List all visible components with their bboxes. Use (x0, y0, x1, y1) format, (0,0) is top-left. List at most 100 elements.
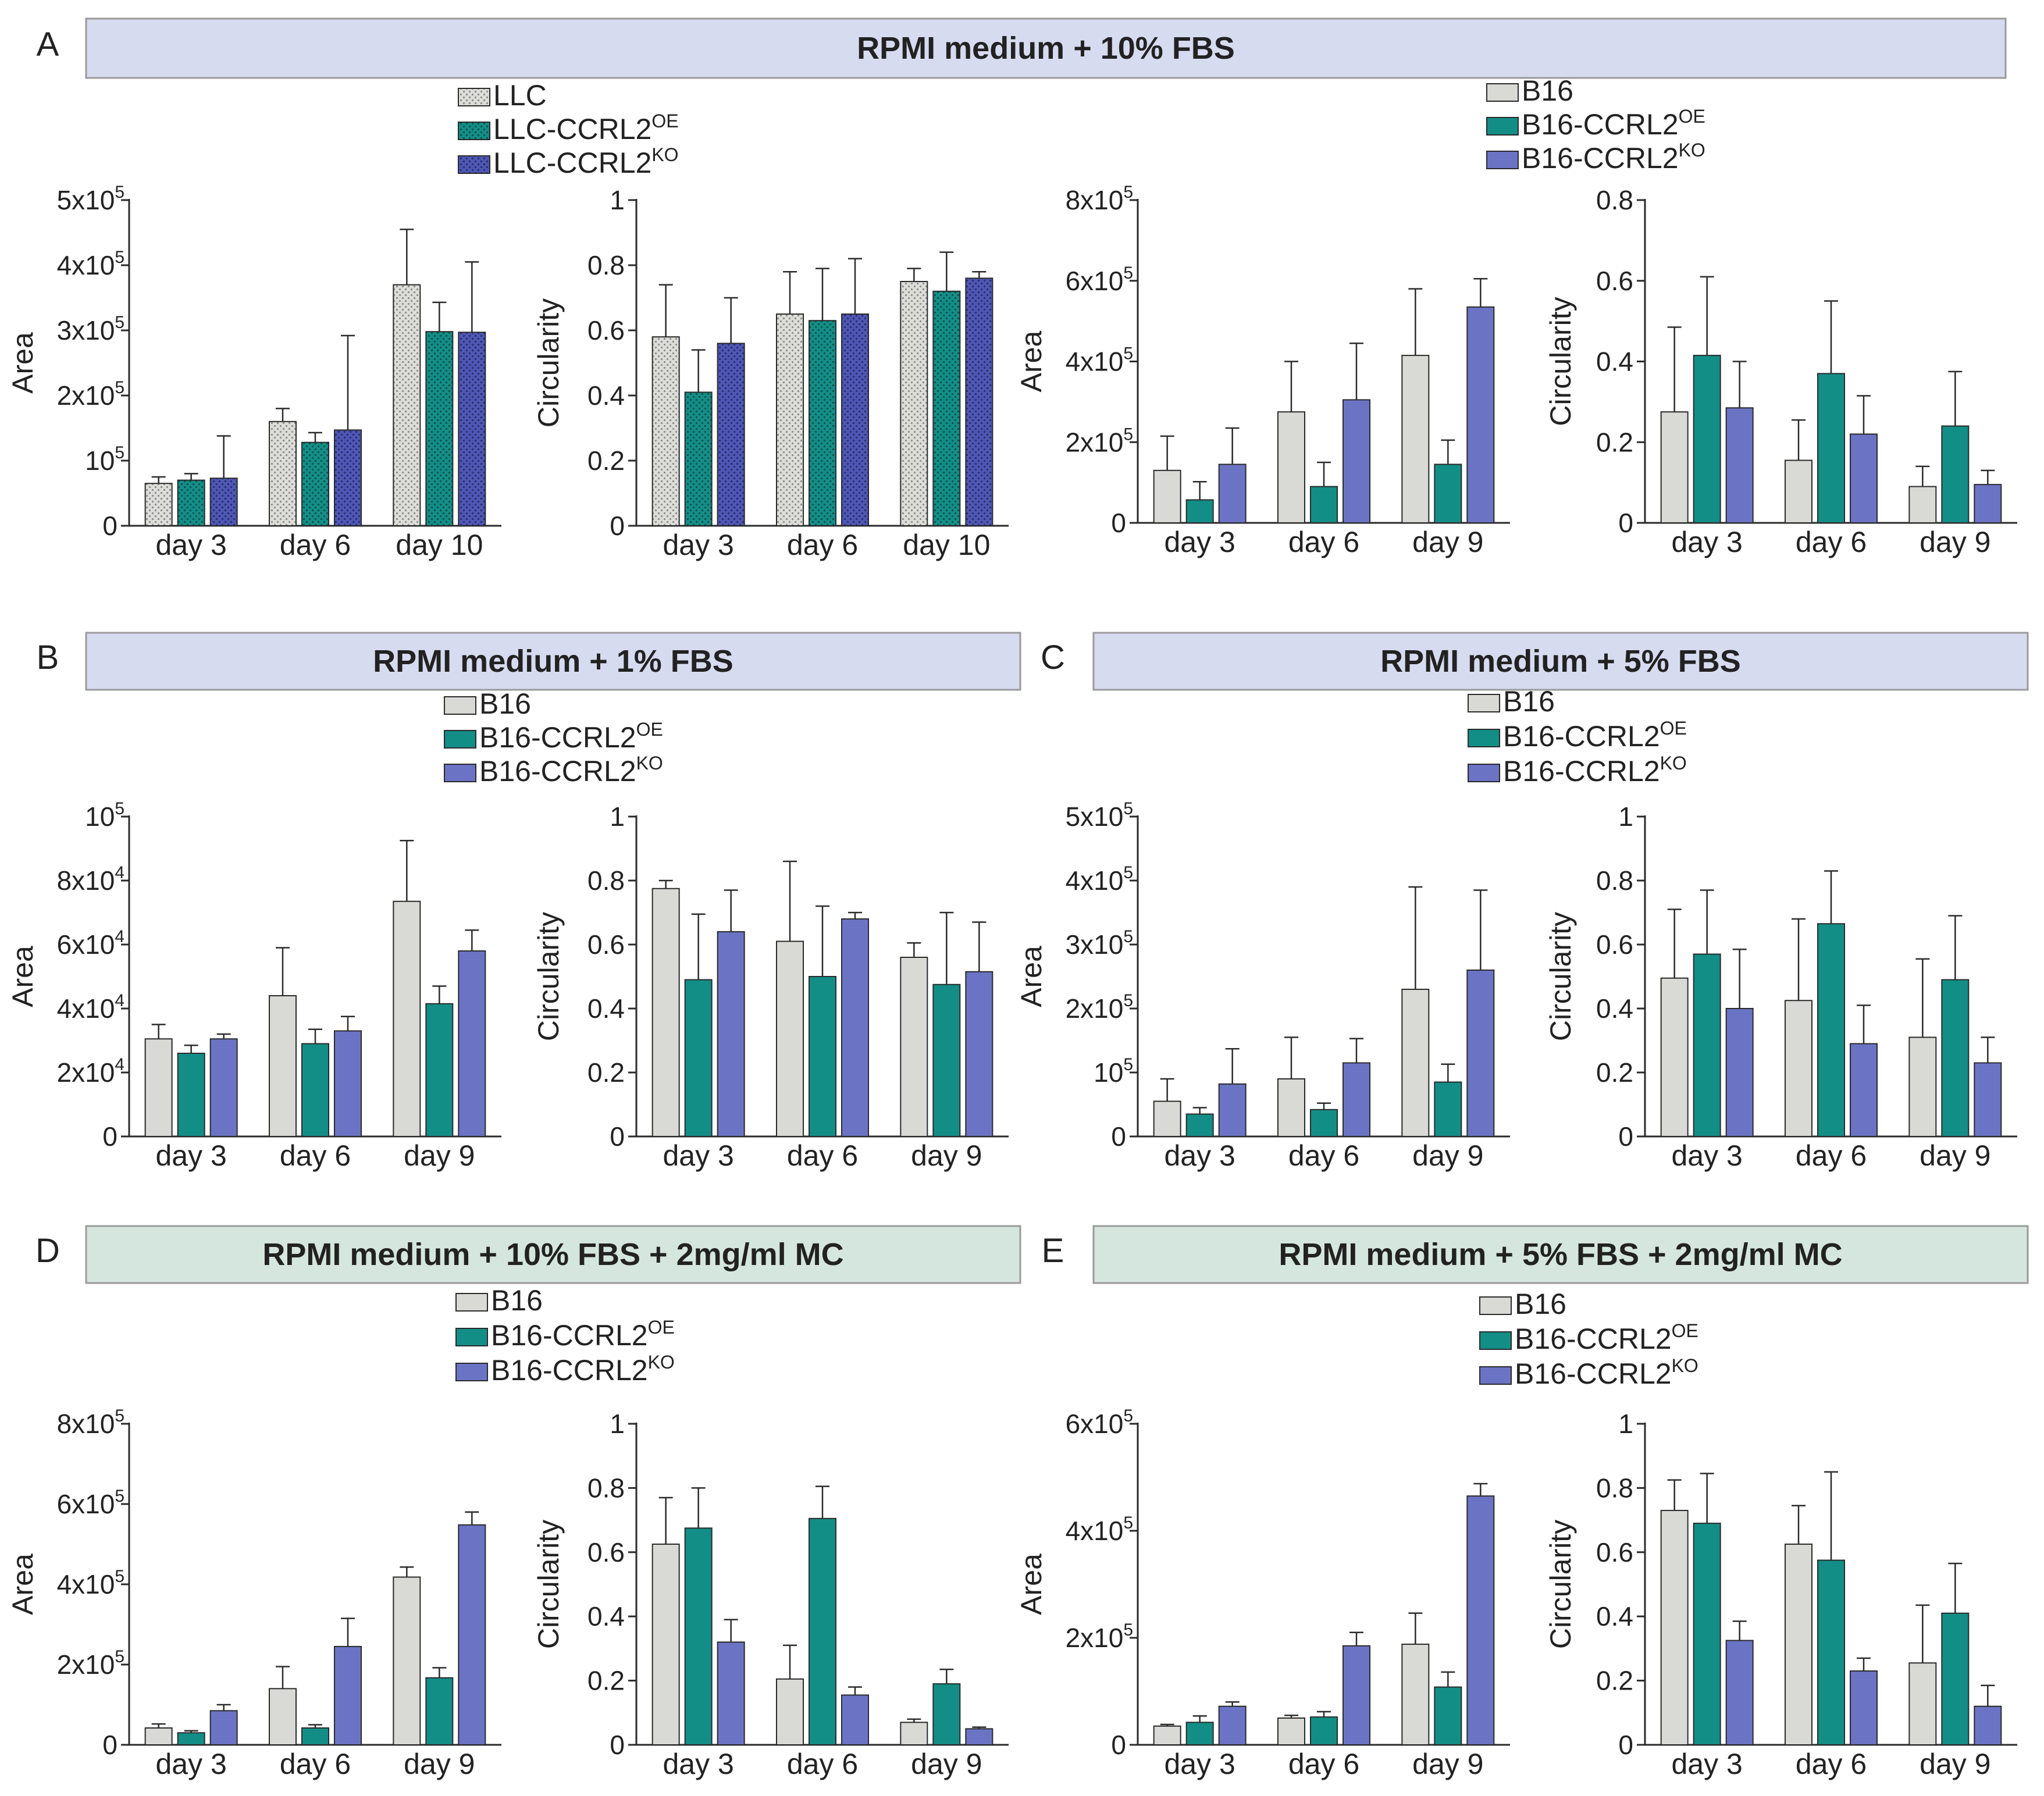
bar-base (269, 995, 297, 1137)
x-tick-label: day 3 (1165, 1139, 1235, 1172)
y-tick-exponent: 5 (115, 1567, 124, 1586)
legend-label: B16-CCRL2OE (1503, 718, 1687, 753)
y-tick-label: 0.2 (587, 1666, 625, 1696)
bar-oe (1185, 499, 1214, 523)
y-tick-exponent: 5 (1123, 1620, 1133, 1640)
legend-swatch (1479, 1366, 1512, 1385)
bar-oe (1185, 1722, 1214, 1746)
y-axis-label: Area (1015, 1553, 1048, 1615)
y-tick-label: 0 (1111, 508, 1126, 538)
bar-oe (1941, 425, 1970, 523)
x-tick-label: day 3 (156, 1139, 227, 1172)
bar-base (651, 1544, 680, 1745)
bar-oe (177, 1732, 205, 1746)
x-tick-label: day 3 (1672, 526, 1743, 558)
y-axis-label: Circularity (1544, 297, 1577, 426)
y-tick-label: 0.4 (587, 380, 625, 411)
bar-ko (1850, 433, 1878, 523)
legend-label-superscript: KO (1679, 140, 1705, 161)
legend-swatch (1468, 729, 1500, 747)
y-tick-label: 4x104 (57, 991, 124, 1024)
y-tick-exponent: 4 (115, 1055, 124, 1074)
y-tick-mantissa: 4x10 (1066, 347, 1124, 377)
x-tick-label: day 6 (1288, 1139, 1359, 1172)
bar-oe (1817, 923, 1845, 1137)
panel-letter: E (1042, 1232, 1064, 1270)
y-tick-label: 2x105 (57, 1647, 124, 1680)
y-axis-label: Area (1015, 331, 1048, 393)
y-tick-label: 6x104 (57, 927, 124, 960)
y-tick-exponent: 5 (1123, 1513, 1133, 1533)
y-tick-label: 0 (1618, 1121, 1633, 1152)
y-tick-mantissa: 2x10 (1066, 993, 1124, 1024)
bar-llc_ko (841, 313, 869, 526)
legend-item: B16-CCRL2KO (455, 1352, 675, 1387)
bar-llc_ko (717, 343, 745, 527)
bar-base (1153, 1100, 1181, 1137)
legend-label-superscript: OE (636, 719, 663, 740)
bar-oe (932, 983, 961, 1137)
x-tick-label: day 6 (280, 1139, 351, 1172)
y-tick-label: 4x105 (57, 248, 124, 280)
bar-base (393, 284, 421, 526)
panel-letter: D (35, 1232, 60, 1270)
y-tick-exponent: 5 (1123, 1055, 1133, 1074)
y-axis-label: Area (6, 332, 39, 394)
y-tick-label: 5x105 (57, 183, 124, 215)
y-tick-label: 0 (1111, 1730, 1126, 1760)
y-tick-exponent: 5 (1123, 263, 1133, 283)
x-tick-label: day 6 (280, 1748, 351, 1780)
bar-ko (1218, 1705, 1247, 1746)
bar-base (651, 888, 680, 1137)
y-tick-exponent: 5 (115, 443, 124, 462)
legend-swatch (444, 730, 476, 749)
y-tick-exponent: 5 (115, 1487, 124, 1506)
legend-label-superscript: OE (1672, 1320, 1698, 1341)
bar-base (1277, 1717, 1305, 1745)
y-tick-label: 0.2 (587, 1057, 625, 1088)
bar-oe (177, 479, 205, 526)
y-tick-mantissa: 3x10 (57, 315, 115, 345)
bar-llc_ko (965, 277, 993, 526)
y-tick-label: 0.2 (1596, 1057, 1633, 1088)
y-tick-label: 0.4 (1596, 1601, 1633, 1631)
y-tick-label: 0.8 (1596, 865, 1633, 896)
x-tick-label: day 9 (404, 1748, 475, 1780)
y-axis-label: Circularity (532, 1520, 565, 1649)
y-tick-label: 0.6 (1596, 1537, 1633, 1567)
bar-oe (425, 331, 454, 526)
bar-base (776, 313, 804, 526)
legend-label: LLC-CCRL2OE (493, 111, 679, 145)
y-tick-label: 6x105 (1066, 1406, 1133, 1439)
y-tick-label: 1 (610, 1409, 625, 1439)
bar-oe (932, 290, 961, 526)
y-tick-mantissa: 6x10 (57, 929, 115, 960)
legend-label-superscript: OE (651, 111, 678, 131)
legend-item: B16 (1468, 685, 1555, 718)
legend-swatch (458, 88, 490, 106)
x-tick-label: day 9 (1412, 1748, 1483, 1780)
legend-swatch (1479, 1296, 1512, 1315)
y-tick-label: 0 (610, 1730, 625, 1760)
bar-ko (458, 950, 486, 1137)
legend-label: B16-CCRL2KO (1515, 1355, 1698, 1390)
y-tick-mantissa: 5x10 (57, 185, 115, 215)
bar-ko (334, 1030, 362, 1137)
bar-ko (1466, 306, 1495, 523)
y-tick-mantissa: 4x10 (1066, 865, 1124, 896)
x-tick-label: day 10 (903, 529, 990, 561)
x-tick-label: day 3 (156, 529, 227, 561)
bar-base (776, 940, 804, 1137)
legend-label-superscript: KO (651, 144, 678, 165)
legend-label-base: B16-CCRL2 (1503, 755, 1660, 787)
legend-swatch (455, 1363, 488, 1381)
bar-base (1153, 469, 1181, 523)
bar-base (1401, 1644, 1430, 1746)
y-tick-label: 1 (1618, 801, 1633, 832)
